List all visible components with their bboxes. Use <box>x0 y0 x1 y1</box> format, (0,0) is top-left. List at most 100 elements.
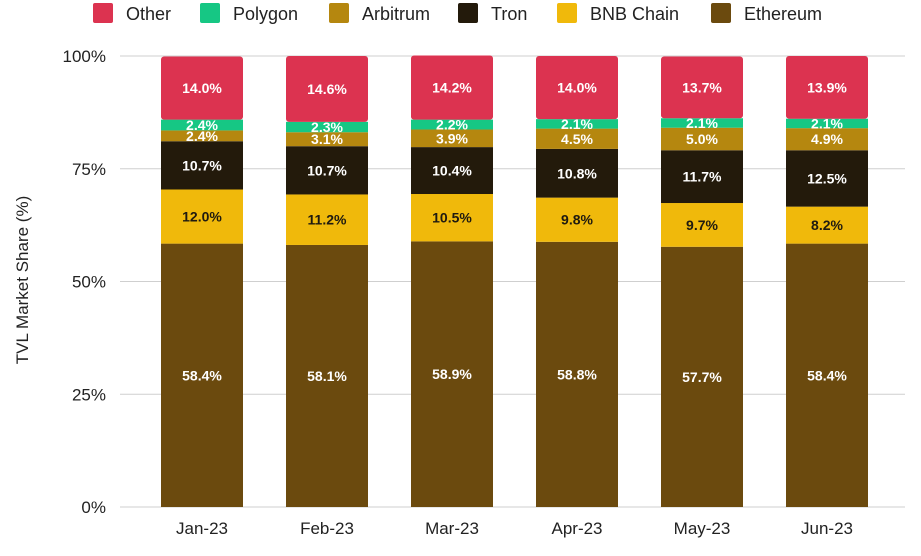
y-tick-label: 100% <box>63 47 106 66</box>
bar-segment-ethereum-may-23 <box>661 246 743 507</box>
data-label-polygon-feb-23: 2.3% <box>311 119 343 135</box>
data-label-other-jan-23: 14.0% <box>182 80 222 96</box>
data-label-arbitrum-jun-23: 4.9% <box>811 131 843 147</box>
x-tick-label: Jun-23 <box>801 519 853 538</box>
data-label-arbitrum-jan-23: 2.4% <box>186 128 218 144</box>
bar-segment-other-apr-23 <box>536 56 618 120</box>
bar-group-apr-23: 58.8% 9.8% 10.8% 4.5%2.1% 14.0% <box>536 56 618 507</box>
data-label-ethereum-mar-23: 58.9% <box>432 366 472 382</box>
legend-swatch-other <box>93 3 113 23</box>
data-label-bnb-chain-jun-23: 8.2% <box>811 217 843 233</box>
legend-swatch-ethereum <box>711 3 731 23</box>
bar-segment-other-mar-23 <box>411 55 493 120</box>
bar-segment-polygon-feb-23 <box>286 121 368 133</box>
data-label-ethereum-jan-23: 58.4% <box>182 367 222 383</box>
bar-segment-arbitrum-jan-23 <box>161 130 243 142</box>
legend-swatch-tron <box>458 3 478 23</box>
legend-item-other: Other <box>93 3 171 24</box>
data-label-bnb-chain-mar-23: 10.5% <box>432 210 472 226</box>
bar-segment-polygon-jan-23 <box>161 119 243 131</box>
bar-group-feb-23: 58.1% 11.2% 10.7% 3.1%2.3% 14.6% <box>286 56 368 507</box>
bar-segment-arbitrum-feb-23 <box>286 132 368 147</box>
x-tick-label: Mar-23 <box>425 519 479 538</box>
x-tick-label: Jan-23 <box>176 519 228 538</box>
legend-swatch-bnb-chain <box>557 3 577 23</box>
data-label-tron-jan-23: 10.7% <box>182 157 222 173</box>
data-label-arbitrum-mar-23: 3.9% <box>436 130 468 146</box>
data-label-other-jun-23: 13.9% <box>807 79 847 95</box>
x-tick-label: Apr-23 <box>551 519 602 538</box>
data-label-polygon-mar-23: 2.2% <box>436 117 468 133</box>
legend-item-tron: Tron <box>458 3 527 24</box>
x-tick-label: May-23 <box>674 519 731 538</box>
bar-segment-other-jun-23 <box>786 56 868 119</box>
bar-segment-tron-jan-23 <box>161 141 243 190</box>
gridlines <box>120 55 905 508</box>
data-label-polygon-apr-23: 2.1% <box>561 116 593 132</box>
data-label-other-may-23: 13.7% <box>682 79 722 95</box>
bar-segment-arbitrum-mar-23 <box>411 129 493 148</box>
legend-label-arbitrum: Arbitrum <box>362 4 430 24</box>
bar-segment-ethereum-mar-23 <box>411 241 493 507</box>
data-label-tron-mar-23: 10.4% <box>432 163 472 179</box>
y-tick-label: 75% <box>72 160 106 179</box>
data-label-polygon-jan-23: 2.4% <box>186 117 218 133</box>
bar-segment-tron-apr-23 <box>536 148 618 198</box>
data-label-polygon-may-23: 2.1% <box>686 115 718 131</box>
legend: Other Polygon Arbitrum Tron BNB Chain Ethereu… <box>93 3 822 24</box>
y-tick-label: 0% <box>81 498 106 517</box>
y-axis-label: TVL Market Share (%) <box>13 196 32 364</box>
legend-label-tron: Tron <box>491 4 527 24</box>
bar-segment-arbitrum-may-23 <box>661 127 743 151</box>
bar-segment-other-may-23 <box>661 56 743 119</box>
data-label-arbitrum-feb-23: 3.1% <box>311 131 343 147</box>
data-label-arbitrum-may-23: 5.0% <box>686 131 718 147</box>
data-label-ethereum-jun-23: 58.4% <box>807 367 847 383</box>
bar-segment-tron-mar-23 <box>411 147 493 195</box>
bar-group-mar-23: 58.9% 10.5% 10.4% 3.9%2.2% 14.2% <box>411 55 493 507</box>
bar-segment-arbitrum-jun-23 <box>786 128 868 151</box>
bar-segment-polygon-may-23 <box>661 118 743 128</box>
bar-segment-other-jan-23 <box>161 56 243 120</box>
y-tick-label: 50% <box>72 273 106 292</box>
legend-item-bnb-chain: BNB Chain <box>557 3 679 24</box>
bar-segment-ethereum-jan-23 <box>161 243 243 507</box>
bar-segment-bnb-chain-apr-23 <box>536 197 618 242</box>
data-label-other-feb-23: 14.6% <box>307 81 347 97</box>
y-axis-ticks: 0% 25% 50% 75% 100% <box>63 47 106 517</box>
bar-segment-bnb-chain-jan-23 <box>161 189 243 244</box>
bar-segment-bnb-chain-jun-23 <box>786 206 868 244</box>
legend-item-ethereum: Ethereum <box>711 3 822 24</box>
data-label-ethereum-apr-23: 58.8% <box>557 366 597 382</box>
x-axis-ticks: Jan-23 Feb-23 Mar-23 Apr-23 May-23 Jun-23 <box>176 519 853 538</box>
bar-segment-tron-jun-23 <box>786 150 868 207</box>
data-label-bnb-chain-may-23: 9.7% <box>686 217 718 233</box>
bar-segment-ethereum-feb-23 <box>286 244 368 507</box>
bar-segment-arbitrum-apr-23 <box>536 128 618 149</box>
bars: 58.4% 12.0% 10.7% 2.4%2.4% 14.0% 58.1% 11.2% 10… <box>161 55 868 507</box>
legend-label-bnb-chain: BNB Chain <box>590 4 679 24</box>
bar-segment-other-feb-23 <box>286 56 368 122</box>
data-label-tron-jun-23: 12.5% <box>807 170 847 186</box>
bar-segment-ethereum-apr-23 <box>536 241 618 507</box>
data-label-bnb-chain-jan-23: 12.0% <box>182 209 222 225</box>
legend-label-other: Other <box>126 4 171 24</box>
bar-segment-tron-may-23 <box>661 150 743 204</box>
data-label-other-apr-23: 14.0% <box>557 80 597 96</box>
bar-segment-polygon-mar-23 <box>411 119 493 130</box>
legend-item-polygon: Polygon <box>200 3 298 24</box>
legend-swatch-polygon <box>200 3 220 23</box>
data-label-tron-apr-23: 10.8% <box>557 165 597 181</box>
bar-segment-bnb-chain-mar-23 <box>411 194 493 242</box>
data-label-ethereum-may-23: 57.7% <box>682 369 722 385</box>
data-label-ethereum-feb-23: 58.1% <box>307 368 347 384</box>
data-label-bnb-chain-feb-23: 11.2% <box>308 212 347 228</box>
legend-item-arbitrum: Arbitrum <box>329 3 430 24</box>
bar-segment-bnb-chain-feb-23 <box>286 194 368 245</box>
bar-group-jun-23: 58.4% 8.2% 12.5% 4.9%2.1% 13.9% <box>786 56 868 507</box>
y-tick-label: 25% <box>72 385 106 404</box>
data-label-polygon-jun-23: 2.1% <box>811 115 843 131</box>
data-label-bnb-chain-apr-23: 9.8% <box>561 212 593 228</box>
data-label-tron-feb-23: 10.7% <box>307 162 347 178</box>
